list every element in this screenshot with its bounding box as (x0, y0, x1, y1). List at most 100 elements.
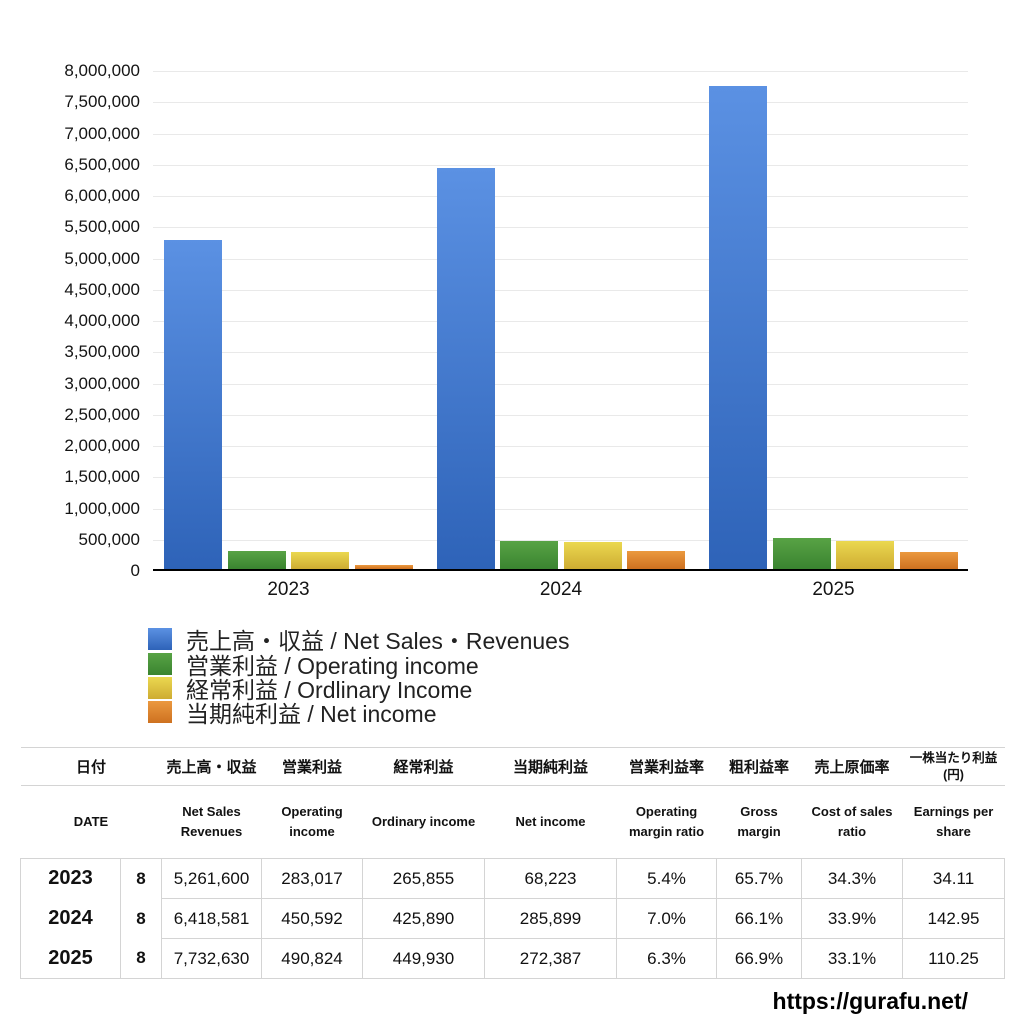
value-cell: 285,899 (484, 898, 617, 939)
table-header-jp: 経常利益 (362, 747, 485, 786)
gridline (153, 539, 968, 541)
legend-item: 当期純利益 / Net income (148, 700, 569, 727)
table-header-en: Cost of sales ratio (801, 785, 903, 859)
value-cell: 283,017 (261, 858, 363, 899)
y-axis-label: 3,500,000 (64, 342, 140, 362)
gridline (153, 414, 968, 416)
y-axis-label: 1,000,000 (64, 498, 140, 518)
value-cell: 6,418,581 (161, 898, 262, 939)
gridline (153, 71, 968, 72)
y-axis-label: 500,000 (78, 529, 140, 549)
bar-2025-series2 (836, 540, 894, 569)
month-cell: 8 (119, 898, 162, 939)
value-cell: 34.11 (902, 858, 1006, 899)
table-header-jp: 売上高・収益 (161, 747, 262, 786)
y-axis-label: 4,500,000 (64, 279, 140, 299)
value-cell: 33.1% (801, 938, 903, 979)
site-url: https://gurafu.net/ (772, 988, 968, 1014)
y-axis-label: 3,000,000 (64, 373, 140, 393)
value-cell: 7.0% (616, 898, 717, 939)
year-cell: 2023 (20, 858, 121, 899)
year-cell: 2025 (20, 938, 121, 979)
table-header-en: Ordinary income (362, 785, 485, 859)
legend-swatch-icon (148, 701, 172, 724)
legend-item: 売上高・収益 / Net Sales・Revenues (148, 627, 569, 654)
legend-swatch-icon (148, 628, 172, 651)
bar-2025-series3 (899, 551, 958, 569)
y-axis-label: 0 (130, 561, 140, 580)
month-cell: 8 (119, 938, 162, 979)
plot-area (153, 71, 968, 571)
legend-label: 当期純利益 / Net income (186, 701, 437, 728)
y-axis-label: 6,000,000 (64, 186, 140, 205)
value-cell: 272,387 (484, 938, 617, 979)
table-header-jp: 売上原価率 (801, 747, 903, 786)
y-axis-label: 2,500,000 (64, 404, 140, 424)
month-cell: 8 (119, 858, 162, 899)
value-cell: 66.1% (716, 898, 802, 939)
value-cell: 6.3% (616, 938, 717, 979)
table-header-jp: 粗利益率 (716, 747, 802, 786)
gridline (153, 289, 968, 291)
value-cell: 34.3% (801, 858, 903, 899)
table-row: 2025 8 7,732,630 490,824 449,930 272,387 6.3% 6… (20, 938, 1006, 979)
value-cell: 110.25 (902, 938, 1006, 979)
value-cell: 142.95 (902, 898, 1006, 939)
value-cell: 65.7% (716, 858, 802, 899)
gridline (153, 102, 968, 104)
value-cell: 33.9% (801, 898, 903, 939)
gridline (153, 164, 968, 166)
table-header-en: Operating income (261, 785, 363, 859)
bar-2024-series3 (627, 551, 685, 569)
value-cell: 450,592 (261, 898, 363, 939)
year-cell: 2024 (20, 898, 121, 939)
table-header-en: Gross margin (716, 785, 802, 859)
gridline (153, 258, 968, 260)
table-header-jp: 営業利益 (261, 747, 363, 786)
y-axis-label: 7,500,000 (64, 92, 140, 112)
table-header-en: Operating margin ratio (616, 785, 717, 859)
y-axis-label: 5,000,000 (64, 248, 140, 268)
bar-2023-series2 (291, 552, 349, 569)
y-axis-label: 5,500,000 (64, 217, 140, 237)
legend-item: 営業利益 / Operating income (148, 651, 569, 679)
table-header-jp: 営業利益率 (616, 747, 717, 786)
x-axis-label: 2025 (812, 579, 855, 600)
x-axis-label: 2023 (267, 579, 310, 600)
legend-swatch-icon (148, 676, 172, 699)
y-axis-label: 4,000,000 (64, 311, 140, 330)
chart-legend: 売上高・収益 / Net Sales・Revenues 営業利益 / Operat… (148, 627, 569, 727)
financial-table: 日付 売上高・収益 営業利益 経常利益 当期純利益 営業利益率 粗利益率 売上原価率 一株当たり… (20, 747, 1006, 979)
value-cell: 265,855 (362, 858, 485, 899)
legend-label: 売上高・収益 / Net Sales・Revenues (186, 628, 570, 655)
bar-2025-series0 (709, 85, 767, 569)
value-cell: 490,824 (261, 938, 363, 979)
bar-chart: 0 500,000 1,000,000 1,500,000 2,000,000 2,500… (64, 61, 968, 600)
gridline (153, 196, 968, 197)
gridline (153, 383, 968, 385)
table-row: 2024 8 6,418,581 450,592 425,890 285,899 7.0% 6… (20, 898, 1006, 939)
y-axis-label: 2,000,000 (64, 436, 140, 455)
legend-item: 経常利益 / Ordlinary Income (148, 676, 569, 703)
bar-2023-series0 (164, 240, 222, 569)
gridline (153, 477, 968, 479)
y-axis-label: 7,000,000 (64, 123, 140, 143)
legend-label: 経常利益 / Ordlinary Income (186, 676, 473, 703)
y-axis-label: 8,000,000 (64, 61, 140, 80)
value-cell: 7,732,630 (161, 938, 262, 979)
value-cell: 425,890 (362, 898, 485, 939)
value-cell: 68,223 (484, 858, 617, 899)
gridline (153, 352, 968, 354)
table-row: 2023 8 5,261,600 283,017 265,855 68,223 5.4% 65… (20, 858, 1006, 899)
x-axis-label: 2024 (539, 579, 583, 600)
table-header-jp: 日付 (20, 747, 162, 786)
table-header-en: Net income (484, 785, 617, 859)
table-header-jp: 当期純利益 (484, 747, 617, 786)
bar-2023-series1 (227, 551, 286, 569)
bar-2024-series2 (563, 542, 622, 569)
value-cell: 66.9% (716, 938, 802, 979)
bar-2025-series1 (772, 538, 831, 569)
gridline (153, 321, 968, 322)
financial-table-wrap: 日付 売上高・収益 営業利益 経常利益 当期純利益 営業利益率 粗利益率 売上原価率 一株当たり… (20, 747, 1006, 979)
bar-2024-series0 (436, 167, 495, 569)
